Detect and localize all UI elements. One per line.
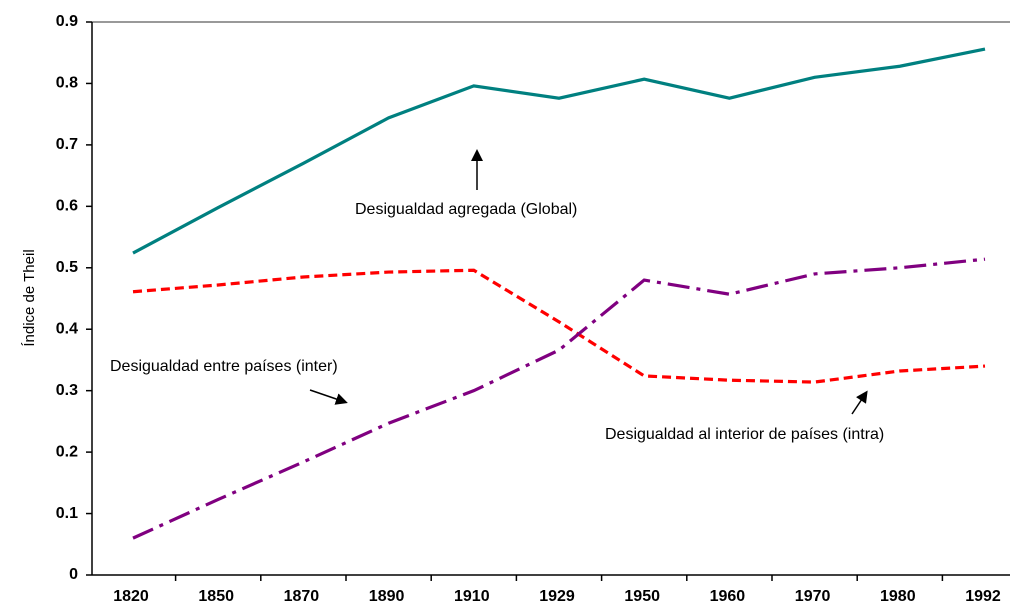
y-tick-label: 0.5 xyxy=(56,259,78,276)
x-tick-label: 1890 xyxy=(369,588,405,605)
annotation: Desigualdad agregada (Global) xyxy=(355,201,577,218)
x-tick-label: 1870 xyxy=(284,588,320,605)
y-tick-label: 0.4 xyxy=(56,320,78,337)
y-tick-label: 0.8 xyxy=(56,75,78,92)
annotation: Desigualdad entre países (inter) xyxy=(110,358,338,375)
arrow xyxy=(851,390,868,415)
annotation: Desigualdad al interior de países (intra… xyxy=(605,426,884,443)
x-tick-label: 1980 xyxy=(880,588,916,605)
x-tick-label: 1992 xyxy=(965,588,1001,605)
y-tick-label: 0 xyxy=(69,566,78,583)
y-tick-label: 0.6 xyxy=(56,198,78,215)
series-line xyxy=(132,257,986,540)
y-tick-label: 0.1 xyxy=(56,505,78,522)
x-tick-label: 1950 xyxy=(624,588,660,605)
x-tick-label: 1929 xyxy=(539,588,575,605)
y-tick-label: 0.2 xyxy=(56,443,78,460)
x-tick-label: 1850 xyxy=(198,588,234,605)
y-axis-label: Índice de Theil xyxy=(21,249,38,346)
y-tick-label: 0.7 xyxy=(56,136,78,153)
y-tick-label: 0.3 xyxy=(56,382,78,399)
x-tick-label: 1960 xyxy=(710,588,746,605)
arrow xyxy=(309,389,348,405)
x-tick-label: 1970 xyxy=(795,588,831,605)
series-line xyxy=(132,268,986,384)
series-line xyxy=(132,47,986,255)
y-tick-label: 0.9 xyxy=(56,13,78,30)
x-tick-label: 1910 xyxy=(454,588,490,605)
x-tick-label: 1820 xyxy=(113,588,149,605)
